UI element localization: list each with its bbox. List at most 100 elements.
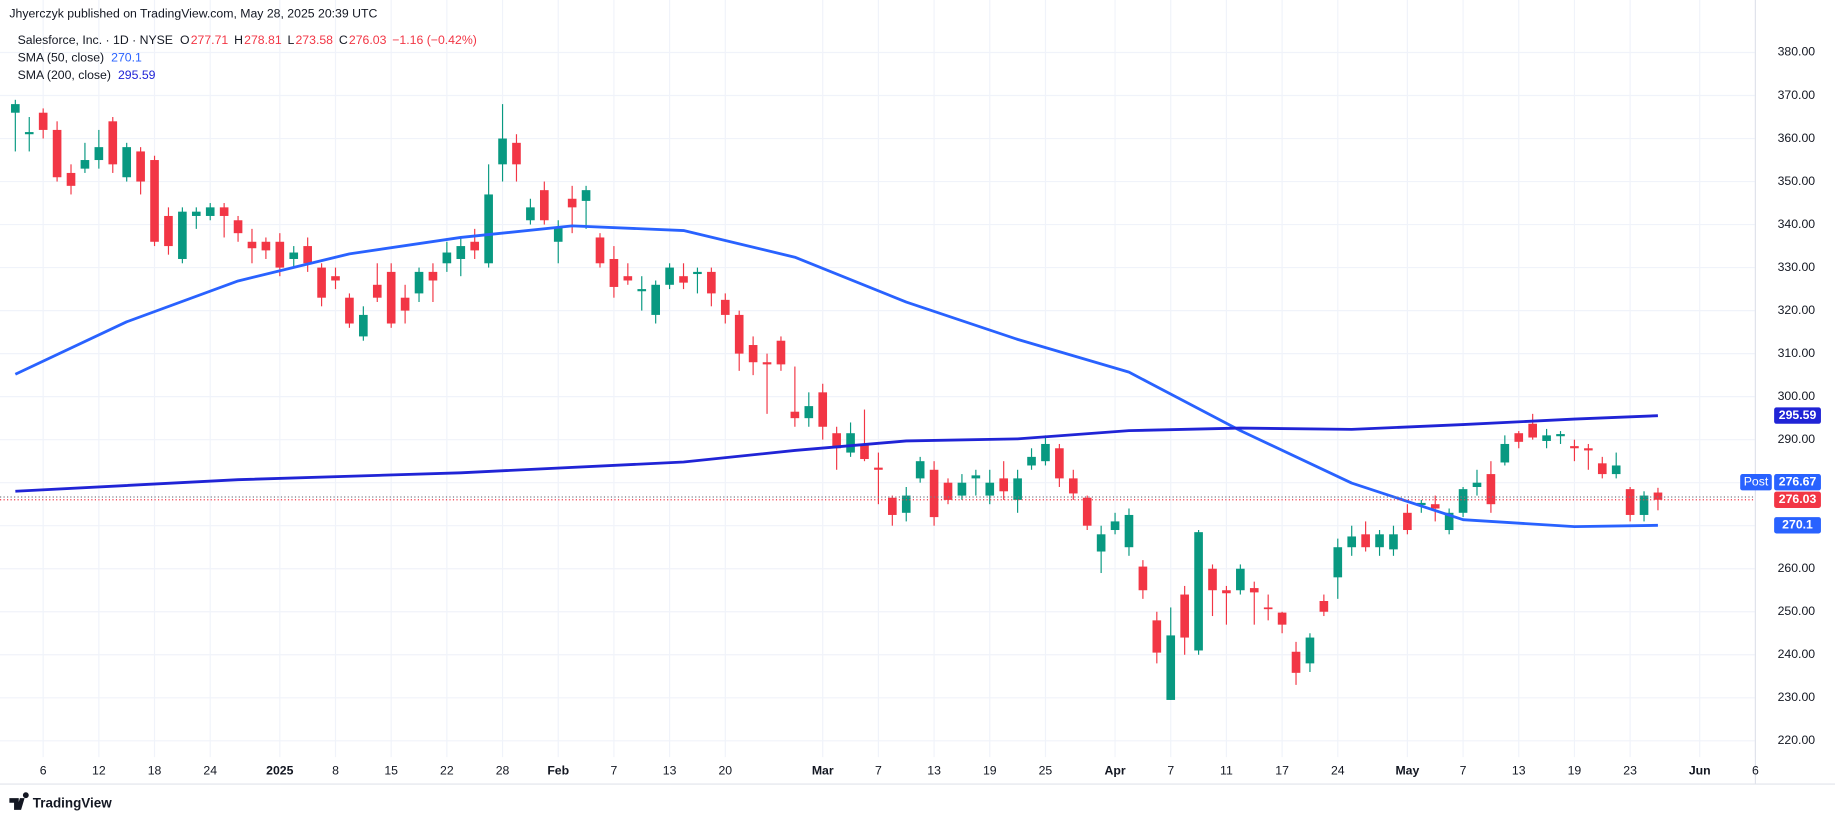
candle-body xyxy=(1263,607,1273,610)
x-tick-label: 28 xyxy=(496,763,510,777)
x-tick-label: 7 xyxy=(611,763,618,777)
y-tick-label: 350.00 xyxy=(1778,174,1816,188)
legend-sma-name: SMA (200, close) xyxy=(18,68,111,82)
x-tick-label: 6 xyxy=(1752,763,1759,777)
candle-body xyxy=(359,314,368,337)
candle-body xyxy=(1486,474,1496,505)
candle-body xyxy=(860,443,869,460)
candle-body xyxy=(999,478,1009,492)
candle-body xyxy=(428,271,438,281)
candle-body xyxy=(1068,478,1078,494)
x-tick-label: 15 xyxy=(384,763,398,777)
candle-body xyxy=(1500,443,1510,463)
x-tick-label: 7 xyxy=(875,763,882,777)
candle-body xyxy=(1305,637,1315,664)
candle-body xyxy=(1542,435,1551,441)
candle-body xyxy=(1528,423,1537,438)
sma-value-tag-box xyxy=(1774,407,1821,424)
candle-body xyxy=(915,461,925,479)
y-tick-label: 360.00 xyxy=(1778,131,1816,145)
candle-body xyxy=(66,172,76,186)
x-tick-label: 13 xyxy=(663,763,677,777)
candle-body xyxy=(609,258,619,287)
candle-body xyxy=(832,433,841,449)
candle-body xyxy=(1194,532,1203,651)
sma-line xyxy=(14,224,1658,529)
candle-body xyxy=(901,495,911,513)
candle-body xyxy=(1124,514,1134,548)
candle-body xyxy=(776,340,786,365)
candle-body xyxy=(651,284,660,315)
brand-name: TradingView xyxy=(33,796,112,811)
candle-body xyxy=(595,237,605,264)
x-tick-label: Feb xyxy=(547,763,569,777)
legend-sma-value: 295.59 xyxy=(118,68,156,82)
sma-value-tag: 295.59 xyxy=(1779,408,1817,422)
candle-body xyxy=(1222,590,1231,594)
candle-body xyxy=(1570,446,1579,449)
candle-body xyxy=(623,276,633,281)
y-tick-label: 230.00 xyxy=(1778,690,1816,704)
y-tick-label: 260.00 xyxy=(1778,561,1816,575)
last-price-tag: 276.03 xyxy=(1779,492,1817,506)
candle-body xyxy=(1389,534,1398,550)
candle-body xyxy=(929,469,939,518)
candle-body xyxy=(1375,534,1384,548)
ohlc-letter: C xyxy=(339,33,348,47)
candle-body xyxy=(1430,504,1440,509)
x-tick-label: 18 xyxy=(148,763,162,777)
ohlc-value: 273.58 xyxy=(295,33,333,47)
candle-body xyxy=(1096,534,1106,552)
y-tick-label: 240.00 xyxy=(1778,647,1816,661)
candle-body xyxy=(1333,547,1343,578)
candle-body xyxy=(94,147,104,161)
candle-body xyxy=(1138,566,1148,591)
candle-body xyxy=(957,482,967,496)
candle-body xyxy=(1361,534,1370,548)
candle-body xyxy=(1208,568,1217,591)
x-tick-label: 23 xyxy=(1623,763,1637,777)
legend-sma: SMA (200, close) 295.59 xyxy=(18,68,156,82)
x-tick-label: Jun xyxy=(1689,763,1711,777)
candle-body xyxy=(247,241,257,249)
candle-body xyxy=(331,276,340,281)
candle-body xyxy=(720,299,730,315)
candle-body xyxy=(1458,489,1468,513)
x-tick-label: May xyxy=(1395,763,1419,777)
candle-body xyxy=(1611,465,1621,475)
x-tick-label: 24 xyxy=(203,763,217,777)
ohlc-letter: L xyxy=(287,33,294,47)
candle-body xyxy=(1249,588,1259,593)
candle-body xyxy=(1055,448,1064,479)
candle-body xyxy=(261,241,271,251)
candle-body xyxy=(1110,521,1120,531)
candle-body xyxy=(679,276,688,283)
candle-body xyxy=(1403,512,1412,531)
candle-body xyxy=(80,160,90,169)
candle-body xyxy=(1291,651,1301,673)
candle-body xyxy=(693,271,702,275)
candle-body xyxy=(24,132,34,135)
candle-body xyxy=(1152,620,1162,653)
x-tick-label: Mar xyxy=(812,763,834,777)
candle-body xyxy=(1082,497,1092,526)
sma-line xyxy=(15,414,1658,493)
x-tick-label: Apr xyxy=(1104,763,1125,777)
y-tick-label: 290.00 xyxy=(1778,432,1816,446)
candle-body xyxy=(553,226,563,242)
candle-body xyxy=(178,211,187,259)
x-tick-label: 2025 xyxy=(266,763,293,777)
legend-ohlc: Salesforce, Inc. · 1D · NYSE O277.71 H278.… xyxy=(18,33,477,47)
candle-body xyxy=(108,121,118,165)
y-tick-label: 330.00 xyxy=(1778,260,1816,274)
candle-body xyxy=(414,271,424,294)
candle-body xyxy=(512,142,521,165)
x-tick-label: 7 xyxy=(1167,763,1174,777)
post-label: Post xyxy=(1744,474,1769,488)
legend-sma-name: SMA (50, close) xyxy=(18,51,105,65)
plot xyxy=(0,99,1756,700)
x-tick-label: 6 xyxy=(40,763,47,777)
candle-body xyxy=(205,207,215,216)
